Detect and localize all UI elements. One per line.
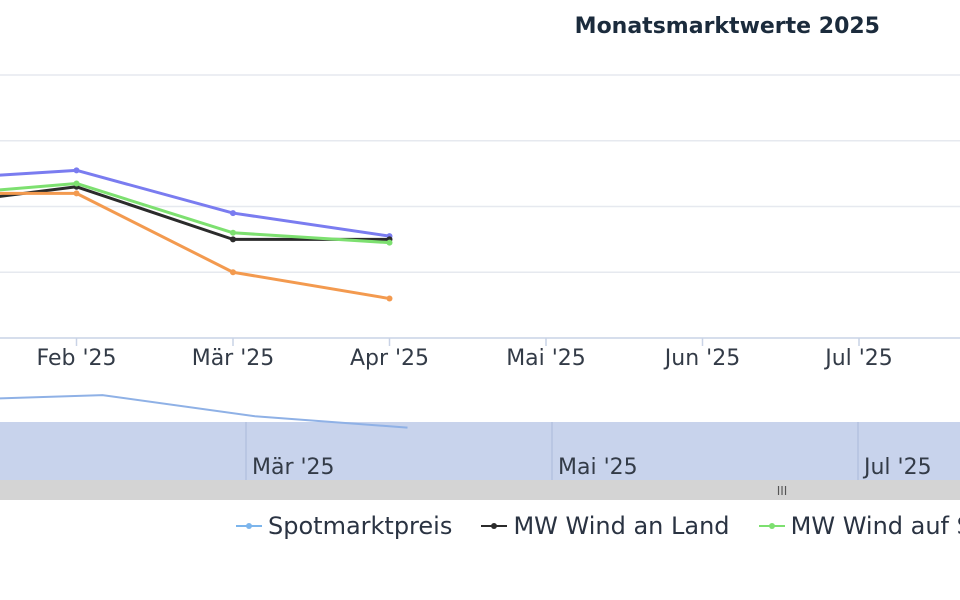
legend-label: MW Wind auf Se <box>790 512 960 540</box>
legend-label: MW Wind an Land <box>513 512 730 540</box>
data-point <box>230 229 236 236</box>
scrollbar-handle-icon[interactable]: III <box>777 484 788 498</box>
data-point <box>386 239 393 246</box>
legend-marker <box>236 523 262 529</box>
series-line <box>0 185 391 241</box>
x-tick-label: Feb '25 <box>37 346 117 371</box>
legend-item-spotmarktpreis[interactable]: Spotmarktpreis <box>236 512 452 540</box>
navigator-scrollbar <box>0 480 960 500</box>
legend-marker <box>758 523 785 529</box>
data-point <box>230 269 236 276</box>
chart-title-wrap: Monatsmarktwerte 2025 <box>0 14 960 39</box>
x-tick-label: Mär '25 <box>192 346 275 371</box>
series-line <box>0 168 391 238</box>
legend-label: Spotmarktpreis <box>268 512 453 540</box>
navigator-mask <box>0 422 960 480</box>
series-line <box>0 181 391 245</box>
data-point <box>230 236 236 243</box>
chart-title: Monatsmarktwerte 2025 <box>574 14 880 39</box>
navigator-label: Jul '25 <box>862 455 932 480</box>
x-tick-label: Jun '25 <box>663 346 740 371</box>
legend-item-mw-wind-an-land[interactable]: MW Wind an Land <box>481 512 730 540</box>
legend: Spotmarktpreis MW Wind an Land MW Wind a… <box>236 512 960 552</box>
series-line <box>0 191 391 301</box>
x-tick-label: Apr '25 <box>350 346 429 371</box>
navigator-label: Mär '25 <box>252 455 335 480</box>
x-tick-label: Jul '25 <box>823 346 893 371</box>
data-point <box>73 190 80 197</box>
data-point <box>73 180 80 187</box>
data-point <box>386 295 393 302</box>
legend-marker <box>481 523 508 529</box>
data-point <box>73 167 80 174</box>
legend-item-mw-wind-auf-see[interactable]: MW Wind auf Se <box>758 512 960 540</box>
navigator-series <box>0 394 408 429</box>
x-tick-label: Mai '25 <box>506 346 586 371</box>
data-point <box>230 210 236 217</box>
navigator-label: Mai '25 <box>558 455 638 480</box>
